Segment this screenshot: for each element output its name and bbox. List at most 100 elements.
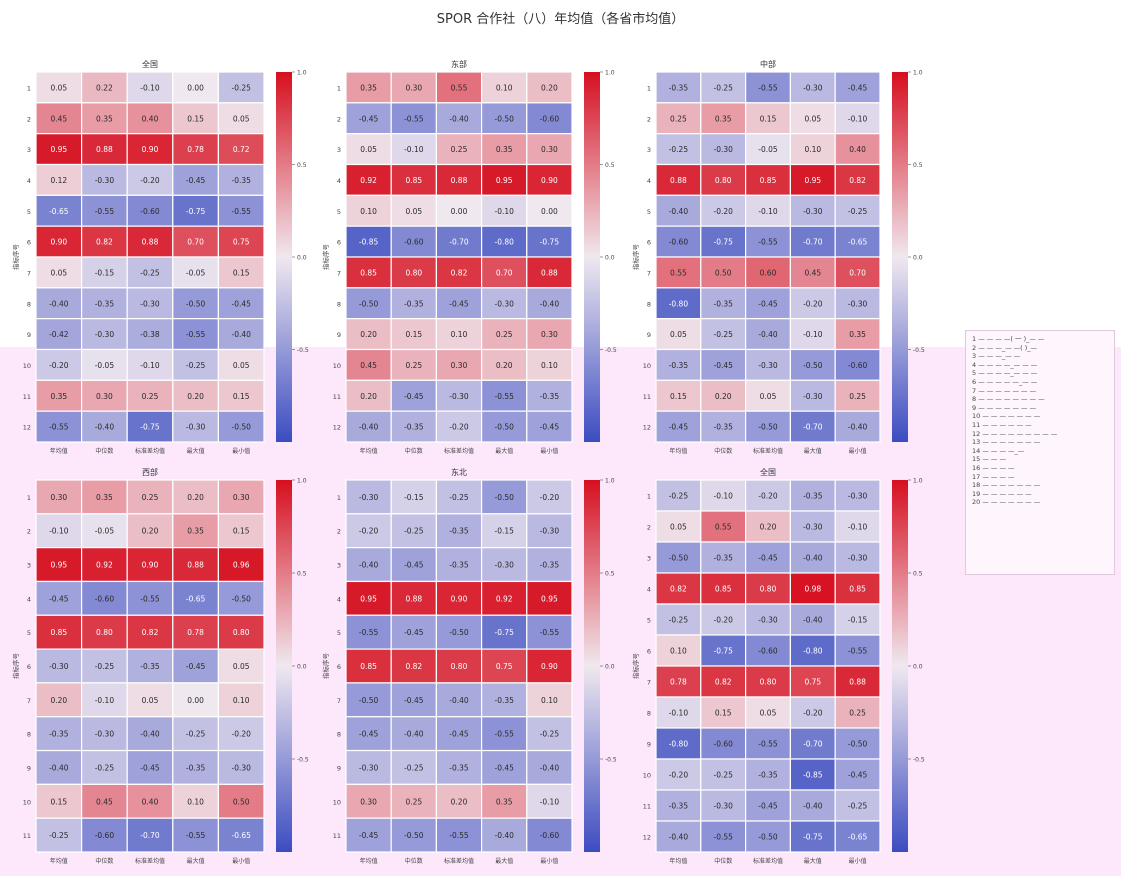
heatmap-cell [435,348,483,381]
legend-item: 10 — — — — — — — [972,412,1041,421]
heatmap-cell [217,163,265,196]
heatmap-cell [126,102,174,135]
cell-value-label: -0.10 [848,523,868,532]
heatmap-cell [481,133,528,166]
cell-value-label: -0.10 [803,330,823,339]
cell-value-label: -0.25 [848,207,868,216]
y-tick-label: 1 [337,84,341,92]
heatmap-cell [481,410,528,443]
figure-title: SPOR 合作社（八）年均值（各省市均值） [436,12,685,27]
cell-value-label: -0.20 [231,730,251,739]
heatmap-cell [789,102,836,135]
cell-value-label: -0.60 [669,238,689,247]
heatmap-panel-1: 全国0.05 0.22 -0.10 0.00 -0.250.45 0.35 0.40 0.15… [11,59,309,455]
cell-value-label: -0.40 [95,423,115,432]
y-tick-label: 7 [27,269,31,277]
cell-value-label: -0.55 [494,730,514,739]
cell-value-label: 0.90 [541,176,558,185]
cell-value-label: -0.40 [49,299,69,308]
cell-value-label: 0.15 [50,797,67,806]
cell-value-label: -0.10 [758,207,778,216]
cell-value-label: -0.30 [494,299,514,308]
heatmap-cell [744,194,791,227]
colorbar-tick-label: 1.0 [605,478,615,485]
colorbar-tick-label: -0.5 [605,757,617,764]
y-tick-label: 5 [337,208,341,216]
heatmap-cell [655,133,702,166]
colorbar-tick-label: 0.0 [605,255,615,262]
legend-item: 2 — — —_— —( )_— [972,343,1038,352]
cell-value-label: -0.50 [404,831,424,840]
heatmap-cell [526,163,573,196]
cell-value-label: -0.55 [49,423,69,432]
cell-value-label: -0.20 [49,361,69,370]
cell-value-label: -0.30 [186,423,206,432]
cell-value-label: 0.30 [541,330,558,339]
y-tick-label: 3 [27,562,31,570]
cell-value-label: -0.10 [140,83,160,92]
heatmap-cell [834,410,881,443]
heatmap-cell [481,256,528,289]
cell-value-label: 0.90 [451,594,468,603]
cell-value-label: -0.25 [231,83,251,92]
heatmap-cell [526,256,573,289]
cell-value-label: -0.30 [95,730,115,739]
cell-value-label: 0.92 [96,561,113,570]
y-tick-label: 1 [647,493,651,501]
y-tick-label: 2 [647,524,651,532]
cell-value-label: -0.40 [540,299,560,308]
y-tick-label: 1 [647,84,651,92]
y-tick-label: 10 [643,772,651,780]
cell-value-label: -0.30 [494,561,514,570]
heatmap-cell [655,510,702,543]
y-tick-label: 6 [27,239,31,247]
cell-value-label: 0.35 [715,114,732,123]
cell-value-label: -0.45 [359,730,379,739]
colorbar-tick-label: 0.5 [297,571,307,578]
cell-value-label: -0.45 [449,299,469,308]
cell-value-label: 0.20 [360,392,377,401]
heatmap-cell [700,603,747,636]
legend-item: 17 — — — — [972,472,1015,481]
cell-value-label: -0.15 [848,616,868,625]
heatmap-cell [126,682,174,718]
cell-value-label: 0.88 [670,176,687,185]
cell-value-label: -0.40 [494,831,514,840]
colorbar-tick-label: 1.0 [913,478,923,485]
heatmap-cell [744,256,791,289]
heatmap-cell [526,287,573,320]
heatmap-cell [35,379,83,412]
cell-value-label: -0.45 [140,763,160,772]
heatmap-cell [390,102,438,135]
cell-value-label: -0.05 [186,268,206,277]
heatmap-cell [345,348,392,381]
legend-item: 15 — — — [972,455,1006,464]
cell-value-label: 0.10 [496,83,513,92]
x-tick-label: 最大值 [187,857,205,865]
cell-value-label: 0.45 [50,114,67,123]
heatmap-cell [390,682,438,718]
cell-value-label: 0.85 [849,585,866,594]
cell-value-label: 0.15 [233,268,250,277]
cell-value-label: 0.30 [405,83,422,92]
cell-value-label: -0.30 [848,554,868,563]
x-tick-label: 年均值 [360,857,378,865]
cell-value-label: -0.45 [449,730,469,739]
cell-value-label: -0.15 [404,493,424,502]
cell-value-label: 0.50 [715,268,732,277]
y-tick-label: 6 [337,239,341,247]
cell-value-label: -0.25 [669,145,689,154]
cell-value-label: -0.10 [404,145,424,154]
heatmap-cell [80,682,128,718]
x-tick-label: 最小值 [232,857,250,865]
heatmap-cell [80,287,128,320]
cell-value-label: -0.20 [758,492,778,501]
heatmap-cell [526,133,573,166]
heatmap-cell [217,682,265,718]
colorbar-tick-label: 0.0 [297,255,307,262]
cell-value-label: -0.40 [140,730,160,739]
cell-value-label: -0.20 [803,709,823,718]
heatmap-cell [700,256,747,289]
cell-value-label: 0.95 [50,561,67,570]
cell-value-label: -0.50 [231,594,251,603]
